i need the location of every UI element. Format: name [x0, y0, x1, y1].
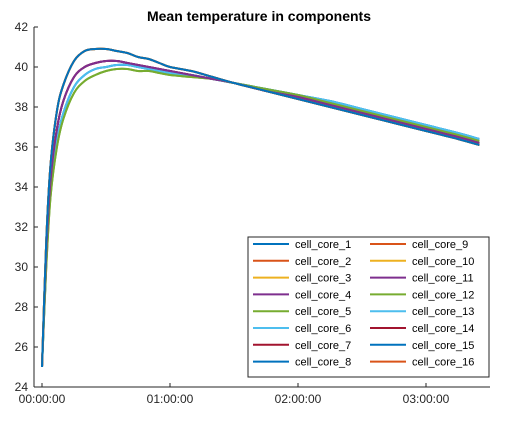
- legend-label: cell_core_5: [295, 306, 351, 318]
- legend-label: cell_core_15: [412, 340, 474, 352]
- legend-label: cell_core_12: [412, 289, 474, 301]
- x-tick-label: 02:00:00: [275, 392, 322, 406]
- y-tick-label: 34: [15, 180, 29, 194]
- legend-items: cell_core_1 cell_core_2 cell_core_3 cell_co…: [253, 239, 474, 369]
- y-tick-label: 26: [15, 340, 29, 354]
- chart-title: Mean temperature in components: [147, 8, 371, 24]
- legend-label: cell_core_10: [412, 256, 474, 268]
- legend-label: cell_core_2: [295, 256, 351, 268]
- y-tick-label: 32: [15, 220, 29, 234]
- legend-label: cell_core_8: [295, 357, 351, 369]
- legend-label: cell_core_7: [295, 340, 351, 352]
- legend-label: cell_core_11: [412, 273, 474, 285]
- series-line-cell-core-6: [41, 63, 480, 368]
- y-tick-label: 42: [15, 20, 29, 34]
- legend-label: cell_core_16: [412, 357, 474, 369]
- legend-label: cell_core_6: [295, 323, 351, 335]
- y-tick-label: 30: [15, 260, 29, 274]
- series-line-cell-core-4: [41, 59, 480, 368]
- plot-area: [41, 47, 480, 368]
- y-tick-label: 24: [15, 380, 29, 394]
- legend-label: cell_core_13: [412, 306, 474, 318]
- x-tick-label: 00:00:00: [19, 392, 66, 406]
- legend-label: cell_core_9: [412, 239, 468, 251]
- x-tick-label: 01:00:00: [147, 392, 194, 406]
- legend: cell_core_1 cell_core_2 cell_core_3 cell_co…: [247, 236, 490, 378]
- legend-label: cell_core_4: [295, 289, 351, 301]
- y-tick-label: 36: [15, 140, 29, 154]
- axes: 24 26 28 30 32 34 36 38 40 42 00:00:00 01:00:00 02:…: [15, 20, 490, 406]
- y-axis-ticks: 24 26 28 30 32 34 36 38 40 42: [15, 20, 38, 394]
- legend-label: cell_core_3: [295, 273, 351, 285]
- x-axis-ticks: 00:00:00 01:00:00 02:00:00 03:00:00: [19, 383, 450, 406]
- legend-label: cell_core_1: [295, 239, 351, 251]
- y-tick-label: 40: [15, 60, 29, 74]
- series-line-cell-core-5: [41, 67, 480, 368]
- y-tick-label: 38: [15, 100, 29, 114]
- y-tick-label: 28: [15, 300, 29, 314]
- series-layer: [41, 47, 480, 368]
- legend-label: cell_core_14: [412, 323, 474, 335]
- series-line-cell-core-1: [41, 47, 480, 368]
- x-tick-label: 03:00:00: [403, 392, 450, 406]
